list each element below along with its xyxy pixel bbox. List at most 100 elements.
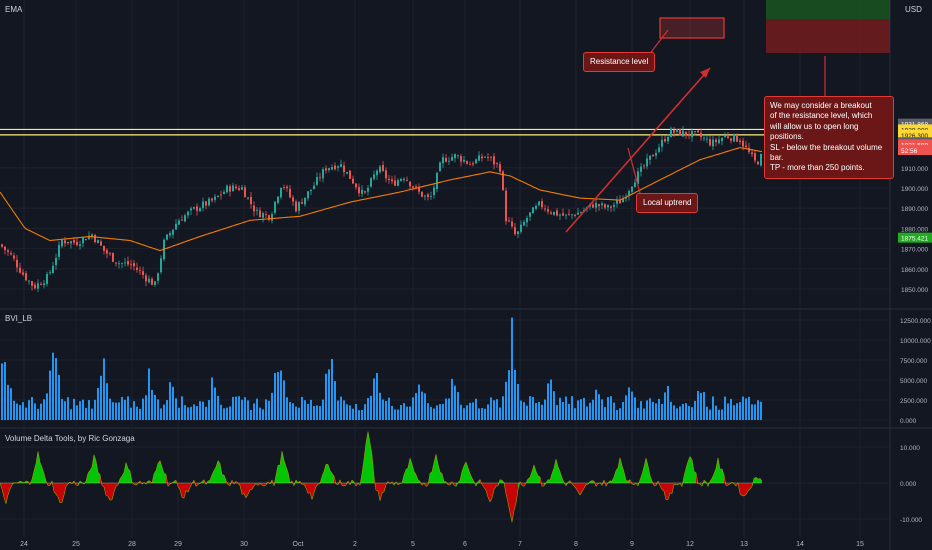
volume-bar xyxy=(286,397,288,420)
candle-body xyxy=(661,139,663,147)
delta-area xyxy=(382,483,384,493)
delta-line xyxy=(551,467,555,474)
delta-line xyxy=(119,475,123,480)
volume-bar xyxy=(139,408,141,420)
delta-line xyxy=(23,480,27,484)
delta-line xyxy=(319,476,323,484)
delta-line xyxy=(383,484,387,492)
candle-body xyxy=(391,179,393,182)
candle-body xyxy=(709,139,711,146)
delta-line xyxy=(99,474,103,486)
candle-body xyxy=(361,189,363,194)
volume-bar xyxy=(7,384,9,420)
candle-body xyxy=(46,273,48,284)
candle-body xyxy=(421,191,423,197)
delta-area xyxy=(222,474,224,483)
candle-body xyxy=(97,240,99,244)
volume-bar xyxy=(415,393,417,420)
delta-line xyxy=(669,492,673,494)
candle-body xyxy=(358,187,360,194)
delta-area xyxy=(432,462,434,483)
delta-line xyxy=(635,483,639,487)
delta-area xyxy=(618,457,620,483)
candle-body xyxy=(571,214,573,216)
candle-body xyxy=(349,170,351,179)
candle-body xyxy=(667,136,669,142)
delta-area xyxy=(668,483,670,500)
delta-line xyxy=(605,482,609,487)
delta-line xyxy=(95,460,99,473)
volume-bar xyxy=(577,400,579,420)
delta-line xyxy=(315,484,319,487)
volume-bar xyxy=(316,405,318,420)
delta-line xyxy=(9,484,13,490)
volume-bar xyxy=(520,400,522,420)
candle-body xyxy=(562,213,564,216)
volume-bar xyxy=(691,407,693,420)
candle-body xyxy=(757,161,759,165)
candle-body xyxy=(352,178,354,184)
target-zone xyxy=(766,0,890,19)
delta-line xyxy=(557,466,561,472)
volume-bar xyxy=(412,397,414,420)
candle-body xyxy=(19,267,21,273)
volume-bar xyxy=(493,400,495,420)
volume-bar xyxy=(175,398,177,420)
time-tick-label: 28 xyxy=(128,541,136,548)
candle-body xyxy=(112,252,114,262)
volume-bar xyxy=(211,377,213,420)
delta-area xyxy=(186,483,188,493)
volume-bar xyxy=(544,399,546,420)
delta-line xyxy=(227,484,231,487)
candle-body xyxy=(292,197,294,202)
volume-bar xyxy=(625,395,627,420)
delta-area xyxy=(178,483,180,490)
candle-body xyxy=(199,208,201,212)
candle-body xyxy=(496,163,498,164)
delta-area xyxy=(162,467,164,483)
candle-body xyxy=(517,231,519,235)
candle-body xyxy=(148,278,150,283)
candle-body xyxy=(265,214,267,216)
delta-area xyxy=(716,457,718,483)
volume-bar xyxy=(724,396,726,420)
delta-line xyxy=(527,477,531,480)
delta-line xyxy=(577,491,581,496)
delta-area xyxy=(182,483,184,499)
delta-area xyxy=(408,458,410,483)
volume-bar xyxy=(82,399,84,420)
time-tick-label: 2 xyxy=(353,541,357,548)
volume-bar xyxy=(229,406,231,420)
delta-line xyxy=(1,489,5,498)
candle-body xyxy=(739,140,741,143)
volume-bar xyxy=(22,402,24,420)
volume-bar xyxy=(301,396,303,420)
volume-bar xyxy=(325,373,327,420)
volume-bar xyxy=(742,396,744,420)
uptrend-arrowhead xyxy=(700,68,710,78)
candle-body xyxy=(13,255,15,259)
delta-line xyxy=(53,491,57,495)
candle-body xyxy=(388,178,390,181)
candle-body xyxy=(460,156,462,162)
volume-bar xyxy=(685,403,687,420)
volume-bar xyxy=(361,409,363,420)
delta-line xyxy=(207,480,211,482)
candle-body xyxy=(73,239,75,243)
delta-line xyxy=(567,480,571,483)
delta-area xyxy=(306,483,308,494)
delta-line xyxy=(623,472,627,481)
delta-line xyxy=(203,479,207,485)
volume-bar xyxy=(64,401,66,420)
volume-bar xyxy=(217,395,219,420)
time-tick-label: Oct xyxy=(293,541,304,548)
candle-body xyxy=(703,137,705,139)
candle-body xyxy=(751,152,753,155)
delta-area xyxy=(590,480,592,483)
candle-body xyxy=(403,178,405,181)
candle-body xyxy=(400,179,402,181)
volume-bar xyxy=(313,405,315,420)
volume-bar xyxy=(160,408,162,420)
volume-bar xyxy=(307,403,309,420)
